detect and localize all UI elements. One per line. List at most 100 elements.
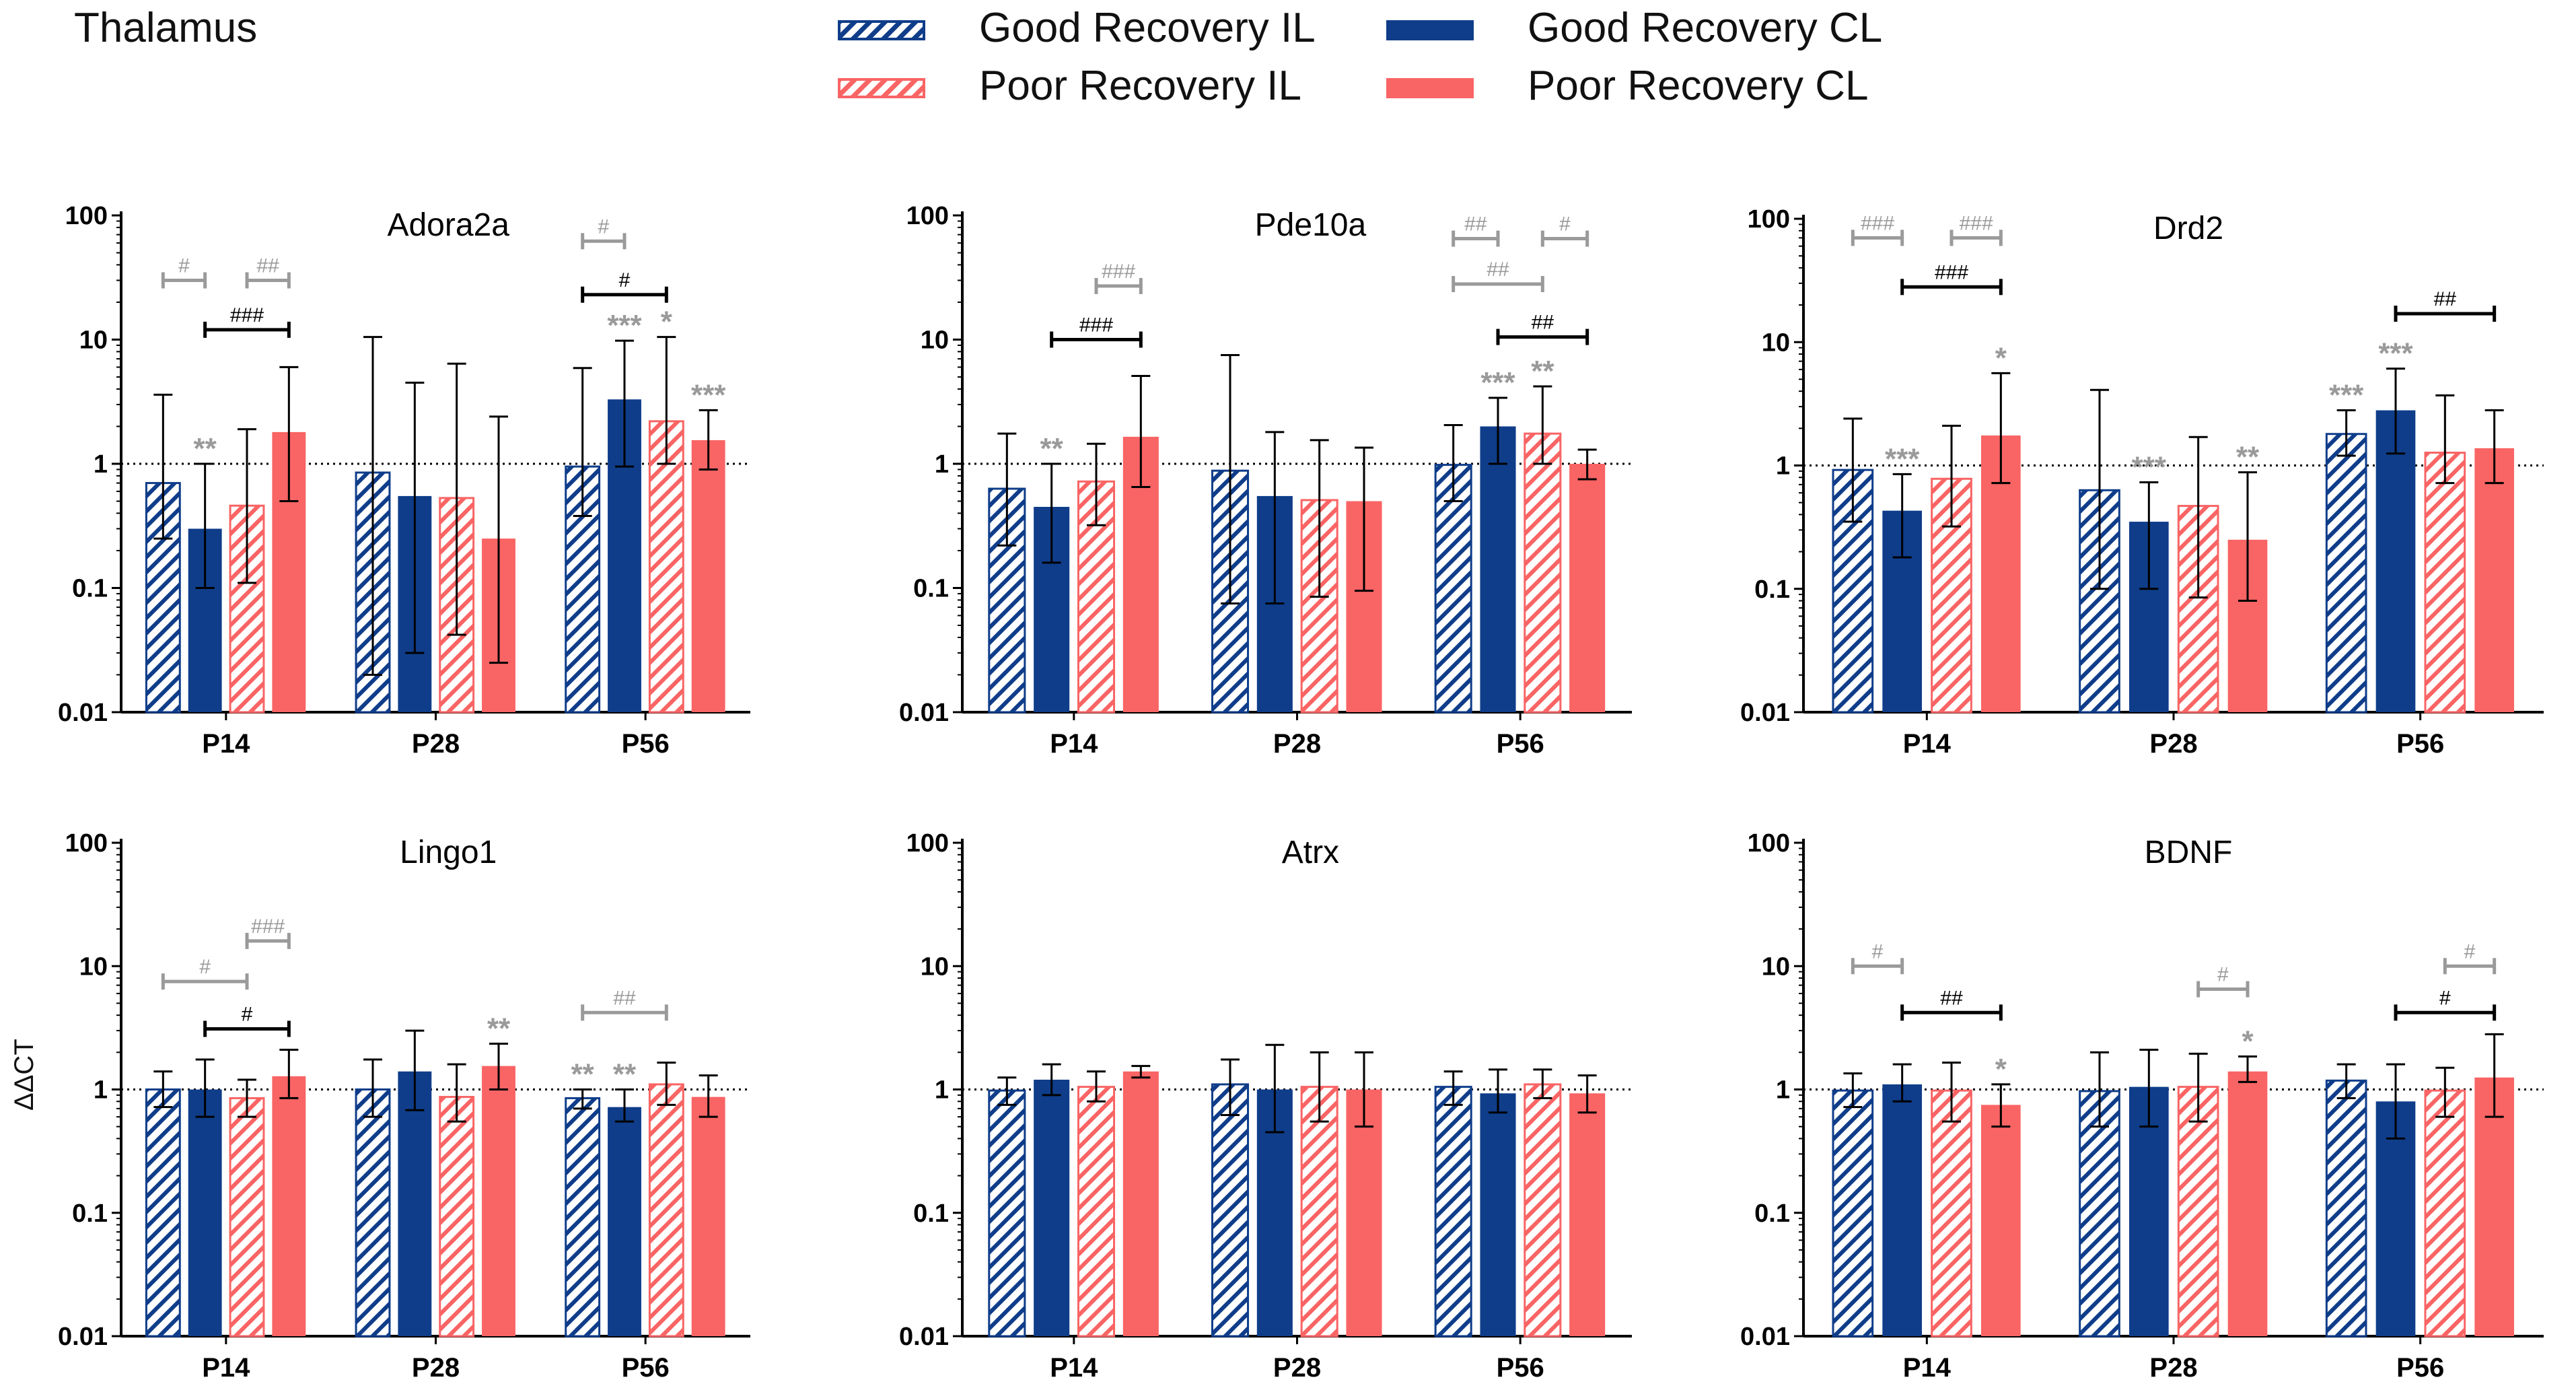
panel-title: BDNF: [2145, 835, 2233, 870]
bar: [1981, 1105, 2021, 1336]
bar: [1480, 1093, 1516, 1336]
y-tick-label: 0.01: [899, 1323, 949, 1351]
hatched-blue-swatch-icon: [838, 20, 925, 40]
bar: [2474, 448, 2514, 712]
significance-stars: **: [571, 1058, 595, 1091]
bracket-label: #: [199, 956, 211, 978]
bar: [1524, 432, 1562, 714]
y-tick-label: 100: [1748, 205, 1790, 234]
significance-stars: **: [613, 1058, 637, 1091]
panel-atrx: 0.01 0.1 1 10 100 Atrx P14 P28 P56: [899, 829, 1632, 1383]
y-tick-label: 0.1: [913, 1200, 949, 1228]
bracket-label: ###: [1935, 261, 1968, 283]
bracket-label: #: [2439, 987, 2451, 1009]
x-tick-label: P14: [1903, 1353, 1952, 1383]
bracket-label: ##: [1487, 258, 1509, 281]
y-tick-label: 100: [65, 202, 108, 230]
x-tick-label: P14: [202, 729, 250, 759]
bracket-label: ###: [230, 304, 264, 326]
x-tick-label: P28: [2149, 1353, 2197, 1383]
y-tick-label: 1: [1776, 452, 1790, 481]
y-tick-label: 0.1: [1754, 1200, 1790, 1228]
y-tick-label: 10: [921, 326, 949, 355]
bracket-label: ##: [613, 987, 636, 1009]
bar: [2424, 451, 2466, 714]
legend-label: Poor Recovery CL: [1528, 63, 1869, 109]
bar: [2177, 1086, 2219, 1338]
bracket-label: ###: [1861, 212, 1894, 234]
x-tick-label: P14: [1050, 729, 1098, 759]
x-tick-label: P56: [2396, 1353, 2444, 1383]
y-tick-label: 0.1: [72, 1200, 108, 1228]
y-tick-label: 0.01: [1740, 1323, 1790, 1351]
x-tick-label: P56: [1497, 729, 1544, 759]
bar: [482, 1066, 515, 1336]
bar: [1434, 464, 1472, 714]
bar: [188, 1089, 222, 1336]
x-tick-label: P28: [2149, 729, 2197, 759]
y-tick-label: 1: [94, 1076, 108, 1105]
significance-stars: ***: [1480, 366, 1515, 399]
bar: [1569, 1093, 1606, 1336]
bracket-label: #: [598, 215, 609, 238]
solid-blue-swatch-icon: [1386, 20, 1474, 40]
y-tick-label: 1: [935, 450, 949, 479]
bar: [229, 1097, 265, 1338]
bracket-label: #: [619, 269, 631, 291]
bar: [608, 1107, 641, 1336]
bar: [648, 1083, 684, 1338]
bar: [1434, 1086, 1472, 1338]
significance-stars: ***: [2378, 337, 2413, 370]
bar: [691, 440, 725, 712]
bar: [2375, 410, 2416, 712]
bracket-label: ##: [1464, 213, 1487, 236]
bracket-label: #: [1559, 213, 1571, 236]
y-tick-label: 1: [935, 1076, 949, 1105]
bracket-label: ###: [251, 915, 285, 938]
bar: [1122, 1071, 1159, 1336]
bar: [272, 1076, 306, 1336]
bar: [1569, 464, 1606, 712]
bar: [1211, 1083, 1250, 1338]
significance-stars: ***: [2132, 451, 2167, 484]
bar: [1882, 1084, 1922, 1336]
y-tick-label: 10: [79, 952, 108, 981]
y-tick-label: 0.01: [58, 1323, 108, 1351]
panel-title: Pde10a: [1255, 207, 1367, 243]
y-tick-label: 100: [65, 829, 108, 858]
significance-stars: **: [487, 1012, 511, 1045]
significance-stars: **: [1040, 432, 1064, 465]
panel-title: Adora2a: [387, 207, 509, 243]
bracket-label: #: [242, 1003, 253, 1025]
y-tick-label: 100: [1748, 829, 1790, 858]
bracket-label: #: [178, 254, 190, 277]
x-tick-label: P56: [1497, 1353, 1544, 1383]
y-tick-label: 0.01: [1740, 699, 1790, 727]
bar: [1077, 1086, 1116, 1338]
bar: [145, 1088, 181, 1338]
bar: [1034, 1079, 1070, 1336]
y-tick-label: 1: [94, 450, 108, 479]
significance-stars: ***: [2329, 379, 2364, 412]
significance-stars: ***: [691, 378, 726, 411]
bar: [648, 420, 684, 714]
bracket-label: ##: [1532, 312, 1554, 334]
x-tick-label: P14: [1903, 729, 1952, 759]
significance-stars: *: [2242, 1025, 2254, 1058]
legend-label: Poor Recovery IL: [979, 63, 1301, 109]
y-tick-label: 1: [1776, 1076, 1790, 1105]
significance-stars: ***: [1885, 442, 1920, 475]
x-tick-label: P28: [1273, 1353, 1321, 1383]
bar: [1300, 1086, 1338, 1338]
panel-title: Lingo1: [400, 835, 497, 870]
hatched-red-swatch-icon: [838, 78, 925, 98]
bracket-label: ##: [256, 254, 279, 277]
significance-stars: *: [661, 306, 673, 339]
bar: [2325, 433, 2367, 714]
significance-stars: **: [194, 432, 217, 465]
significance-stars: **: [2236, 441, 2260, 474]
